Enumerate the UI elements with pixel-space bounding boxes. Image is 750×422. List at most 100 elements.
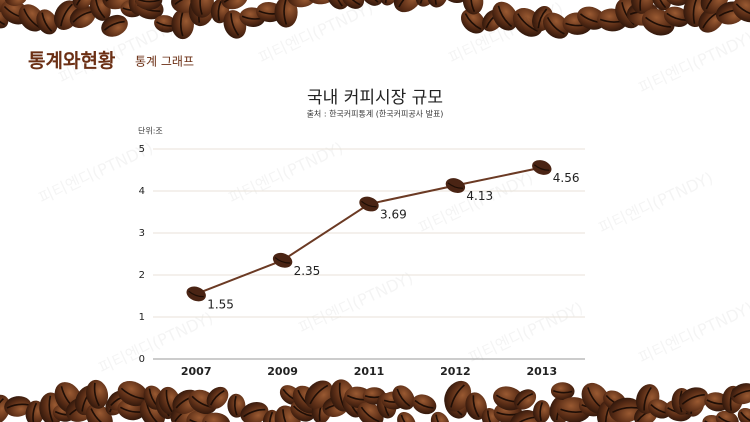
bean-crease bbox=[740, 411, 750, 422]
bean-crease bbox=[470, 0, 476, 13]
bean-crease bbox=[72, 10, 93, 23]
bean-crease bbox=[283, 0, 288, 25]
bean-body bbox=[69, 5, 96, 29]
bean bbox=[171, 9, 194, 40]
bean-crease bbox=[434, 0, 440, 5]
bean bbox=[72, 0, 95, 10]
chart-title: 국내 커피시장 규모 bbox=[307, 88, 443, 108]
bean-body bbox=[4, 396, 32, 417]
watermark: 피티엔디(PTNDY) bbox=[466, 298, 586, 368]
marker-crease bbox=[361, 200, 377, 208]
bean-crease bbox=[48, 395, 54, 422]
bean-crease bbox=[293, 405, 312, 417]
chart-subtitle: 출처 : 한국커피통계 (한국커피공사 발표) bbox=[307, 109, 444, 119]
value-label: 3.69 bbox=[380, 208, 407, 222]
bean-crease bbox=[230, 13, 240, 36]
bean-crease bbox=[90, 408, 109, 422]
bean-body bbox=[509, 410, 539, 422]
bean-body bbox=[240, 401, 269, 422]
bean bbox=[732, 0, 750, 23]
bean bbox=[4, 396, 32, 417]
bean bbox=[397, 411, 416, 422]
bean bbox=[69, 5, 96, 29]
bean-crease bbox=[733, 389, 750, 398]
bean-crease bbox=[396, 388, 411, 407]
value-label: 4.56 bbox=[553, 171, 580, 185]
bean bbox=[221, 0, 248, 10]
bean-crease bbox=[643, 386, 652, 411]
bean bbox=[533, 400, 551, 422]
watermark: 피티엔디(PTNDY) bbox=[636, 28, 750, 98]
bean-body bbox=[737, 408, 750, 422]
watermark: 피티엔디(PTNDY) bbox=[296, 268, 416, 338]
watermark: 피티엔디(PTNDY) bbox=[596, 168, 716, 238]
marker bbox=[445, 178, 466, 193]
marker-crease bbox=[533, 164, 550, 171]
marker-body bbox=[532, 160, 552, 175]
bean-body bbox=[227, 393, 246, 418]
bean-crease bbox=[516, 392, 534, 406]
bean-body bbox=[550, 382, 575, 400]
bean bbox=[360, 0, 384, 6]
marker-crease bbox=[188, 290, 204, 298]
bean bbox=[206, 386, 229, 409]
bean bbox=[412, 394, 437, 415]
bean-crease bbox=[450, 384, 465, 408]
bean-crease bbox=[414, 399, 434, 409]
bean-body bbox=[609, 397, 642, 422]
bean-crease bbox=[735, 3, 750, 17]
bean-crease bbox=[6, 403, 29, 409]
bean-body bbox=[652, 0, 672, 11]
plot: 0 1 2 3 4 5 2007 2009 2011 2012 2013 1.55 2.35 3.69 4.… bbox=[139, 144, 585, 378]
marker-body bbox=[186, 286, 206, 302]
bean-crease bbox=[472, 395, 480, 418]
bean-crease bbox=[717, 415, 737, 422]
marker-body bbox=[445, 178, 466, 193]
bean-body bbox=[101, 14, 128, 37]
bean bbox=[609, 397, 642, 422]
marker bbox=[532, 160, 552, 175]
bean bbox=[36, 9, 58, 35]
bean-crease bbox=[539, 402, 544, 422]
bean bbox=[86, 379, 109, 409]
bean-crease bbox=[400, 414, 412, 422]
bean bbox=[652, 0, 672, 11]
bean bbox=[4, 0, 28, 7]
x-tick-label: 2013 bbox=[526, 365, 557, 378]
bean-crease bbox=[223, 0, 245, 3]
bean-crease bbox=[419, 0, 432, 4]
bean bbox=[392, 385, 415, 410]
bean-crease bbox=[681, 393, 705, 405]
bean bbox=[190, 0, 214, 18]
bean-crease bbox=[612, 406, 639, 414]
marker bbox=[359, 196, 379, 212]
y-tick-label: 4 bbox=[139, 186, 145, 197]
bean-crease bbox=[435, 414, 445, 422]
bean-body bbox=[444, 380, 472, 412]
bean-crease bbox=[243, 408, 266, 418]
bean bbox=[730, 383, 750, 405]
bean-body bbox=[190, 0, 214, 18]
bean-body bbox=[380, 0, 398, 6]
y-tick-label: 2 bbox=[139, 270, 145, 281]
bean-body bbox=[117, 380, 148, 407]
marker bbox=[272, 252, 293, 268]
bean-crease bbox=[639, 0, 646, 11]
value-label: 4.13 bbox=[466, 189, 493, 203]
bean bbox=[340, 0, 365, 9]
header-subtitle: 통계 그래프 bbox=[135, 55, 194, 69]
bean-crease bbox=[497, 5, 513, 28]
bean bbox=[737, 408, 750, 422]
bean-body bbox=[287, 0, 317, 8]
bean-crease bbox=[103, 20, 125, 31]
bean-crease bbox=[384, 0, 393, 4]
bean-body bbox=[154, 15, 177, 33]
bean-crease bbox=[309, 384, 329, 405]
bean-crease bbox=[95, 0, 106, 19]
bean bbox=[430, 411, 450, 422]
bean-crease bbox=[199, 0, 203, 15]
bean bbox=[462, 0, 484, 15]
bean-crease bbox=[398, 0, 418, 8]
bean-crease bbox=[645, 16, 671, 28]
